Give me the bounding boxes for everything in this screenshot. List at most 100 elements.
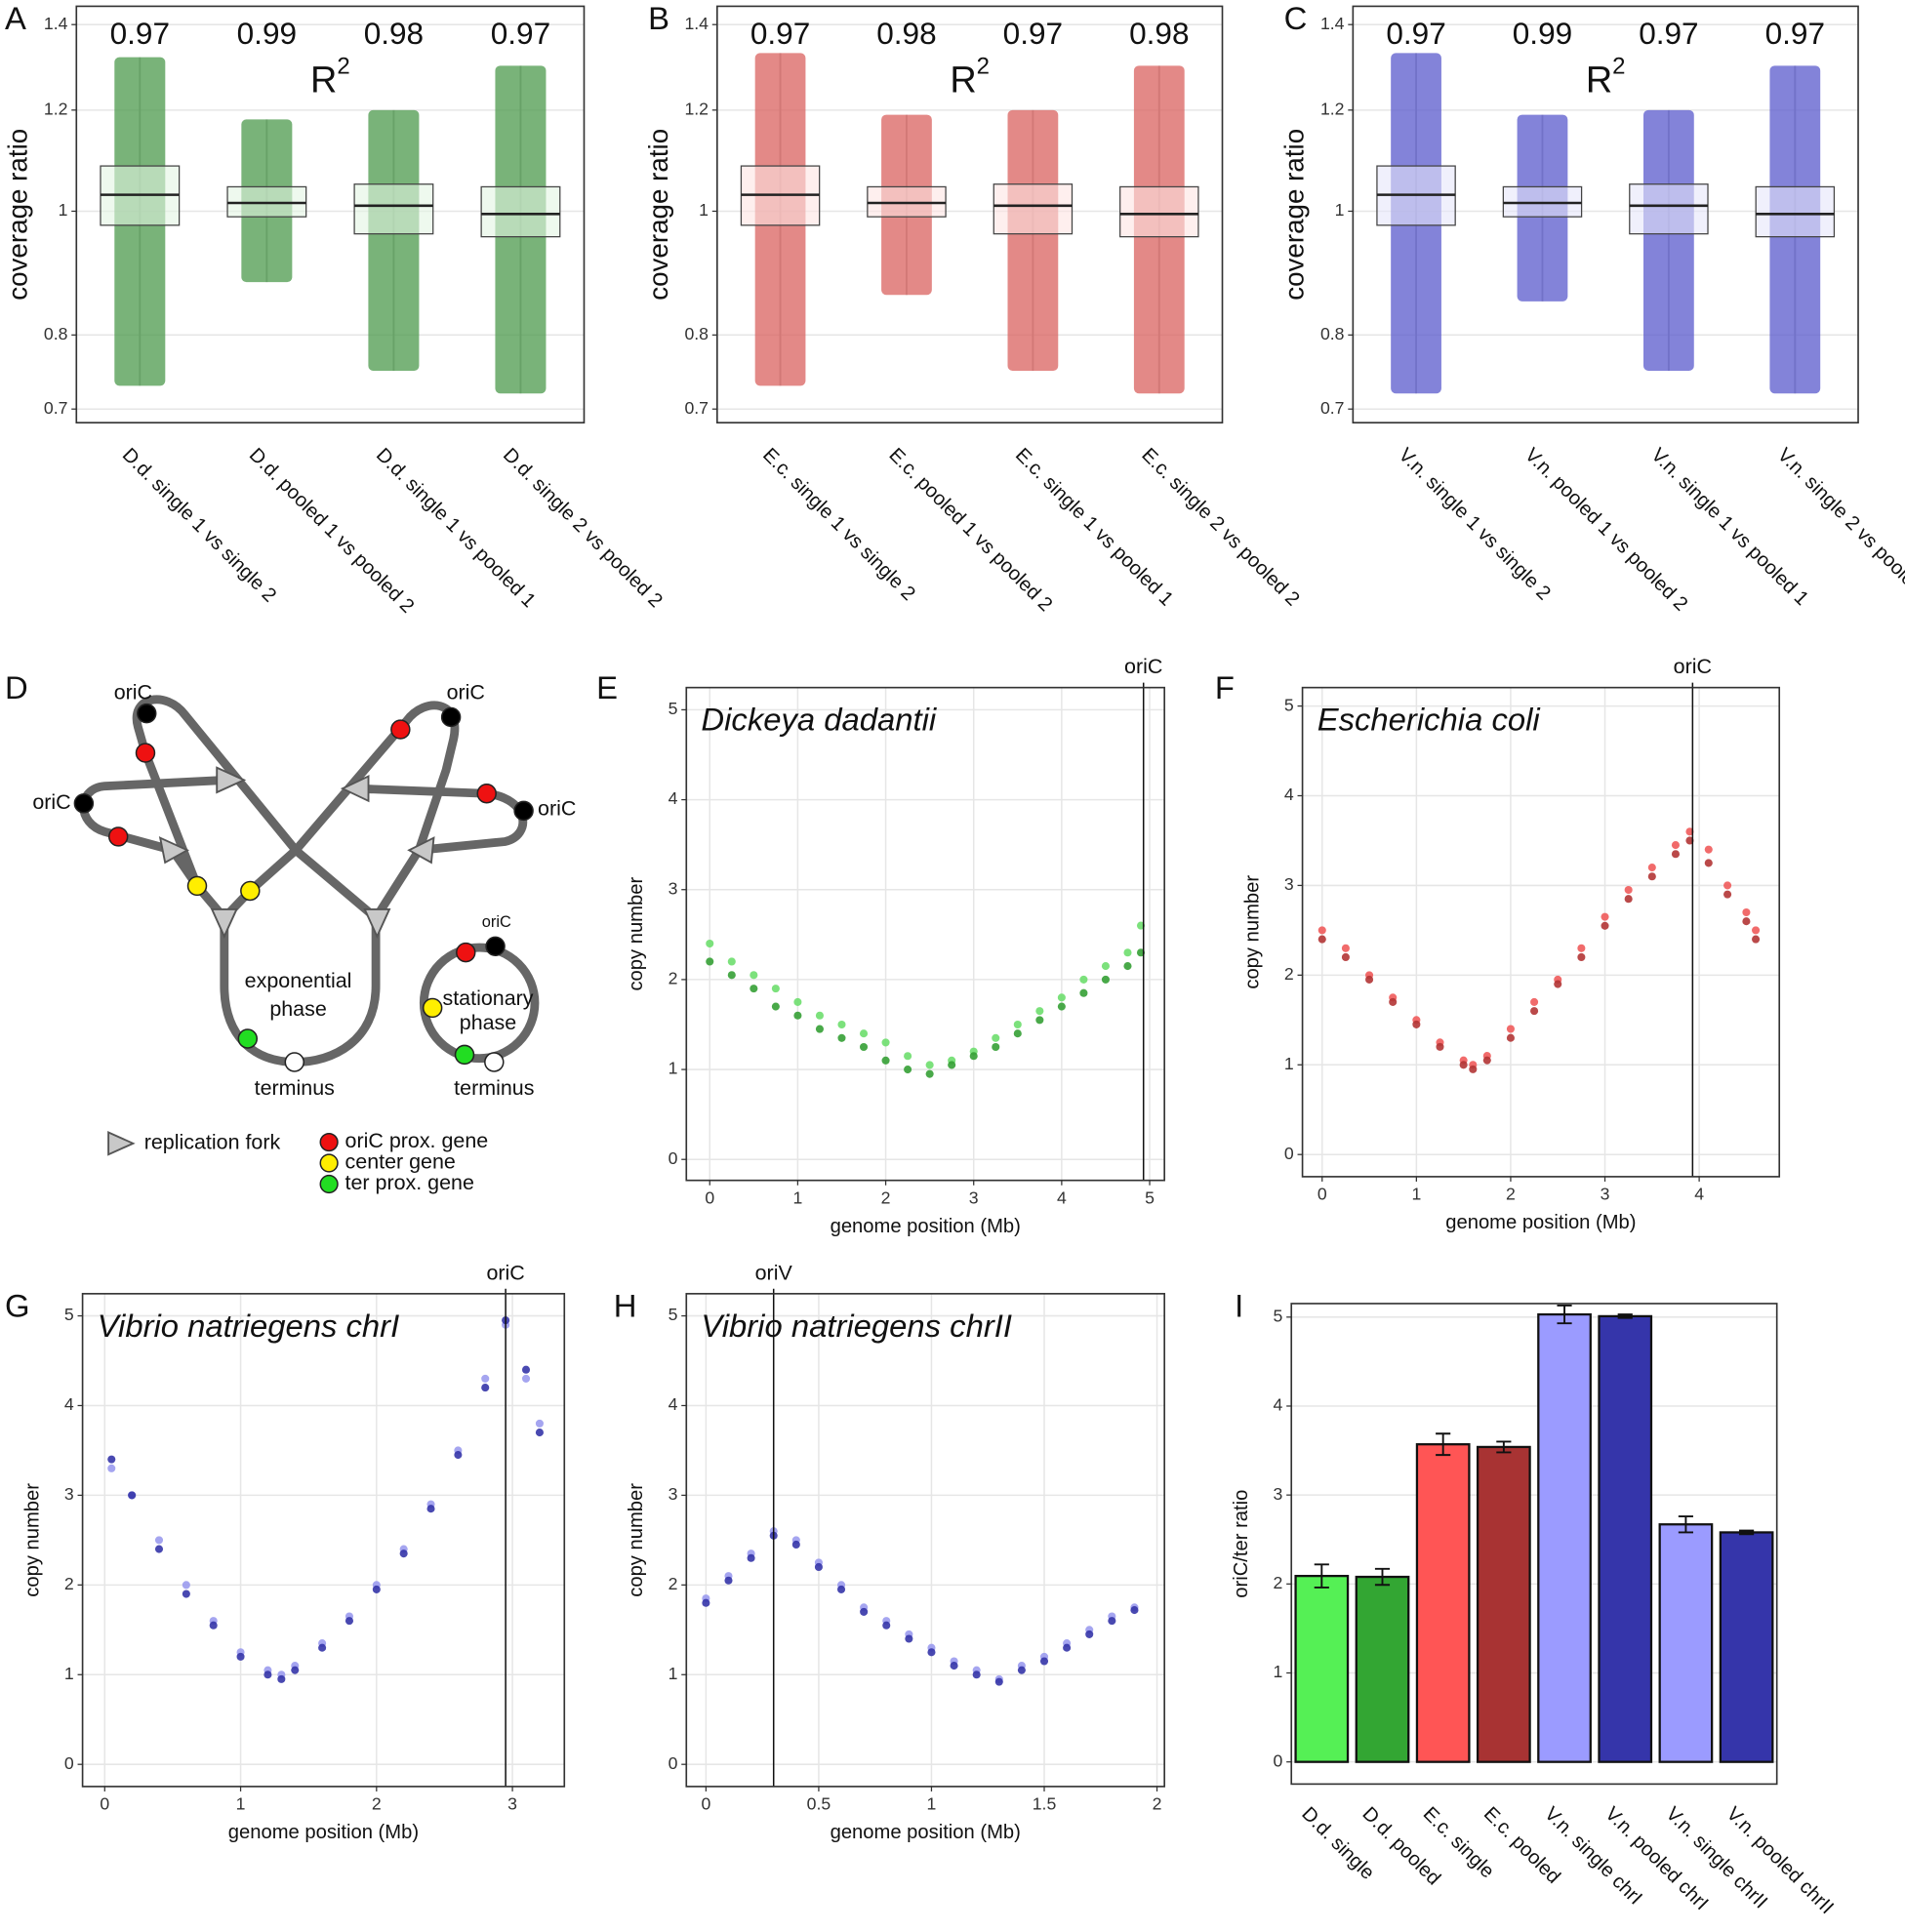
y-tick-label: 1 [1274, 1662, 1283, 1681]
reference-label: oriC [1124, 655, 1162, 678]
bar [1476, 1445, 1531, 1763]
y-tick-label: 1 [669, 1059, 678, 1078]
y-axis-title: oriC/ter ratio [1231, 1490, 1252, 1598]
point [535, 1429, 544, 1437]
point [1013, 1020, 1022, 1029]
fork [158, 836, 190, 865]
y-tick-label: 2 [669, 969, 678, 988]
point [882, 1621, 891, 1630]
oric-dot [137, 703, 157, 724]
y-axis-title: coverage ratio [1279, 129, 1310, 301]
y-tick-label: 2 [64, 1574, 74, 1593]
y-tick-label: 2 [669, 1574, 678, 1593]
r2-value: 0.99 [1513, 16, 1572, 51]
gene-dots [73, 703, 534, 1194]
point [948, 1061, 956, 1069]
y-axis-title: copy number [1241, 875, 1263, 989]
y-tick-label: 1.4 [1320, 14, 1345, 33]
point [454, 1451, 463, 1460]
point [1035, 1007, 1044, 1016]
r2-symbol: R2 [1586, 54, 1626, 101]
point [521, 1374, 531, 1383]
plot-background [1302, 687, 1780, 1177]
error-bar [1617, 1313, 1633, 1319]
phase-label: stationary [442, 986, 533, 1010]
y-tick-label: 1.2 [44, 99, 68, 118]
point [263, 1670, 272, 1679]
point [1317, 926, 1326, 935]
r2-symbol-sup: 2 [337, 54, 349, 80]
point [815, 1025, 824, 1033]
point [1079, 975, 1088, 984]
panel-letter: I [1235, 1288, 1243, 1324]
x-tick-label: 1 [927, 1794, 937, 1814]
point [791, 1540, 800, 1550]
phase-label: exponential [245, 969, 352, 992]
chart-title: Vibrio natriegens chrI [98, 1308, 399, 1344]
point [1039, 1657, 1049, 1666]
point [706, 939, 714, 948]
error-bar [1374, 1567, 1391, 1587]
x-tick-label: 1 [1411, 1185, 1421, 1204]
box [993, 183, 1074, 235]
point [1671, 850, 1681, 859]
point [1530, 997, 1539, 1006]
x-tick-label: 4 [1694, 1185, 1704, 1204]
y-tick-label: 3 [669, 878, 678, 898]
point [1624, 895, 1633, 904]
panel-letter: H [614, 1288, 637, 1324]
x-axis-title: genome position (Mb) [831, 1822, 1021, 1843]
legend-label: replication fork [144, 1130, 281, 1153]
point [1063, 1643, 1072, 1652]
point [1601, 912, 1609, 921]
point [1624, 885, 1633, 895]
point [904, 1066, 912, 1074]
y-tick-label: 2 [1274, 1573, 1283, 1592]
point [1341, 944, 1350, 952]
fork [363, 907, 391, 939]
plot-border [685, 686, 1165, 1182]
point [1704, 845, 1713, 854]
point [771, 1002, 780, 1011]
point [1506, 1025, 1515, 1033]
terminus-dot [484, 1052, 505, 1072]
x-tick-label: 5 [1145, 1187, 1155, 1207]
panel-letter: D [5, 669, 28, 705]
y-tick-label: 5 [669, 1305, 678, 1324]
legend-red [319, 1132, 339, 1152]
point [182, 1590, 190, 1598]
point [994, 1677, 1003, 1686]
y-axis-title: copy number [626, 877, 647, 991]
y-axis-title: coverage ratio [3, 129, 33, 301]
point [481, 1384, 490, 1392]
chart-title: Escherichia coli [1317, 702, 1542, 738]
point [399, 1550, 408, 1558]
plot-background [686, 687, 1165, 1181]
point [1671, 841, 1681, 850]
y-tick-label: 5 [1274, 1306, 1283, 1325]
point [1742, 907, 1751, 917]
y-tick-label: 1 [59, 200, 68, 220]
y-tick-label: 3 [1274, 1484, 1283, 1504]
plot-background [82, 1293, 565, 1787]
point [992, 1033, 1000, 1042]
point [1647, 864, 1656, 872]
plot-border [1352, 5, 1859, 424]
box [1119, 185, 1199, 238]
r2-symbol-main: R [1586, 60, 1612, 101]
panel-letter: C [1284, 0, 1308, 36]
y-tick-label: 0.7 [684, 398, 709, 418]
y-tick-label: 5 [64, 1305, 74, 1324]
point [1317, 935, 1326, 944]
bar [1537, 1312, 1592, 1763]
point [1101, 962, 1110, 971]
bar [1415, 1443, 1471, 1763]
x-tick-label: 0.5 [807, 1794, 831, 1814]
point-cloud [368, 109, 420, 371]
r2-symbol: R2 [310, 54, 350, 101]
point [1341, 952, 1350, 962]
y-tick-label: 1 [699, 200, 709, 220]
chart-title: Dickeya dadantii [701, 702, 937, 738]
x-tick-label: 1.5 [1033, 1794, 1057, 1814]
point [535, 1419, 544, 1428]
